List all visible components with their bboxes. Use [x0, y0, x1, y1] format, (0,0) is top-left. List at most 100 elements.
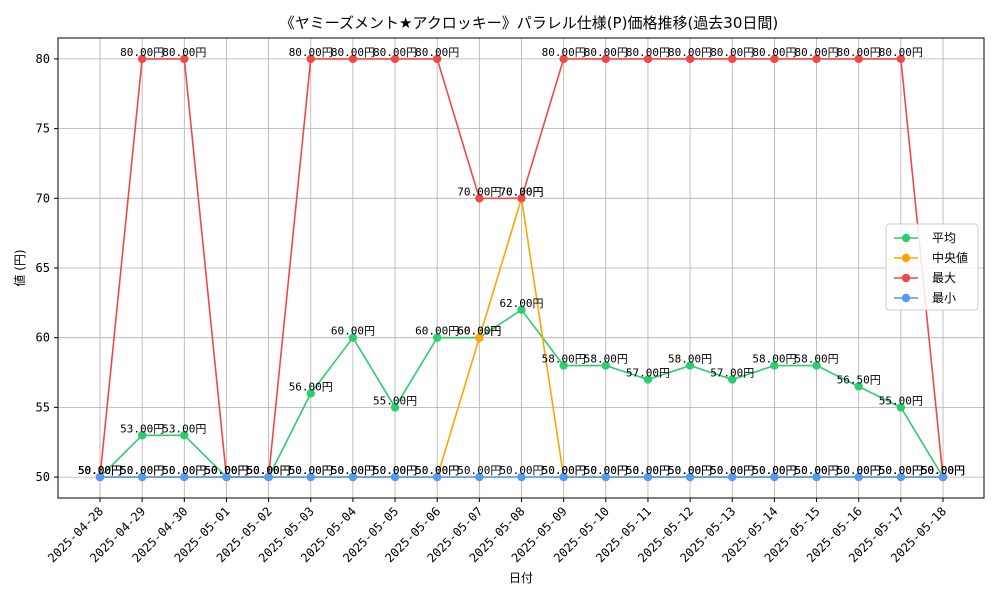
data-label-max: 70.00円 — [499, 185, 543, 198]
y-tick-label: 60 — [36, 331, 50, 345]
x-axis-ticks: 2025-04-282025-04-292025-04-302025-05-01… — [45, 498, 949, 565]
data-label-max: 80.00円 — [879, 46, 923, 59]
data-point-avg — [306, 389, 315, 398]
data-label-median: 50.00円 — [752, 464, 796, 477]
data-point-avg — [812, 361, 821, 370]
data-point-max — [770, 54, 779, 64]
data-point-avg — [348, 333, 358, 342]
data-label-min: 50.00円 — [542, 464, 586, 477]
data-label-median: 50.00円 — [120, 464, 164, 477]
data-label-median: 50.00円 — [373, 464, 417, 477]
data-label-max: 50.00円 — [247, 464, 291, 477]
data-label-max: 50.00円 — [78, 464, 122, 477]
data-point-min — [306, 472, 315, 482]
data-point-max — [601, 54, 610, 64]
data-point-max — [728, 54, 737, 64]
data-label-max: 80.00円 — [415, 46, 459, 59]
data-label-median: 50.00円 — [710, 464, 754, 477]
data-point-median — [475, 333, 484, 342]
data-label-avg: 55.00円 — [373, 394, 417, 407]
data-label-median: 50.00円 — [415, 464, 459, 477]
data-label-median: 50.00円 — [204, 464, 248, 477]
data-label-median: 50.00円 — [921, 464, 965, 477]
legend-box — [885, 223, 979, 311]
data-label-avg: 58.00円 — [584, 353, 628, 366]
data-label-median: 50.00円 — [584, 464, 628, 477]
data-label-avg: 53.00円 — [120, 422, 164, 435]
y-tick-label: 70 — [36, 191, 50, 205]
data-label-min: 50.00円 — [204, 464, 248, 477]
data-label-min: 50.00円 — [162, 464, 206, 477]
data-label-avg: 53.00円 — [162, 422, 206, 435]
y-axis-ticks: 50 55 60 65 70 75 80 — [36, 52, 58, 484]
data-label-avg: 58.00円 — [542, 353, 586, 366]
data-point-min — [475, 472, 484, 482]
data-label-max: 80.00円 — [710, 46, 754, 59]
data-point-min — [95, 472, 105, 482]
data-point-min — [938, 472, 948, 482]
data-label-median: 50.00円 — [542, 464, 586, 477]
data-point-avg — [728, 375, 737, 384]
data-point-avg — [559, 361, 568, 370]
data-label-avg: 50.00円 — [204, 464, 248, 477]
data-label-median: 50.00円 — [331, 464, 375, 477]
data-point-avg — [643, 375, 653, 384]
data-point-min — [812, 472, 821, 482]
data-point-min — [222, 472, 231, 482]
data-label-avg: 60.00円 — [415, 325, 459, 338]
data-label-median: 50.00円 — [78, 464, 122, 477]
data-point-min — [643, 472, 653, 482]
data-label-max: 70.00円 — [457, 185, 501, 198]
data-label-median: 50.00円 — [162, 464, 206, 477]
legend-marker-min — [901, 293, 911, 303]
data-label-avg: 50.00円 — [247, 464, 291, 477]
data-point-max — [517, 194, 526, 203]
data-label-avg: 56.00円 — [289, 380, 333, 393]
legend-marker-median — [901, 253, 911, 263]
data-label-min: 50.00円 — [331, 464, 375, 477]
data-label-max: 80.00円 — [626, 46, 670, 59]
data-label-avg: 60.00円 — [457, 325, 501, 338]
data-label-max: 80.00円 — [794, 46, 838, 59]
data-point-min — [685, 472, 695, 482]
data-label-avg: 62.00円 — [499, 297, 543, 310]
data-point-min — [728, 472, 737, 482]
data-label-max: 80.00円 — [373, 46, 417, 59]
data-label-median: 70.00円 — [499, 185, 543, 198]
data-point-min — [770, 472, 779, 482]
data-label-avg: 57.00円 — [626, 367, 670, 380]
data-label-avg: 58.00円 — [794, 353, 838, 366]
data-point-avg — [770, 361, 779, 370]
data-label-min: 50.00円 — [794, 464, 838, 477]
x-axis-label: 日付 — [509, 571, 533, 585]
data-point-avg — [433, 333, 442, 342]
data-point-avg — [854, 382, 863, 391]
data-label-min: 50.00円 — [752, 464, 796, 477]
y-tick-label: 80 — [36, 52, 50, 66]
data-point-avg — [517, 305, 526, 315]
data-label-avg: 58.00円 — [668, 353, 712, 366]
data-label-median: 50.00円 — [837, 464, 881, 477]
data-point-avg — [390, 403, 400, 412]
data-point-min — [433, 472, 442, 482]
data-label-avg: 50.00円 — [78, 464, 122, 477]
data-label-min: 50.00円 — [626, 464, 670, 477]
legend-marker-avg — [901, 233, 911, 243]
data-label-median: 50.00円 — [289, 464, 333, 477]
data-point-avg — [896, 403, 906, 412]
data-point-avg — [601, 361, 610, 370]
data-label-min: 50.00円 — [710, 464, 754, 477]
data-label-max: 80.00円 — [542, 46, 586, 59]
data-label-min: 50.00円 — [120, 464, 164, 477]
data-point-min — [137, 472, 147, 482]
legend-label-median: 中央値 — [932, 250, 968, 265]
data-label-min: 50.00円 — [78, 464, 122, 477]
legend-label-avg: 平均 — [932, 231, 956, 245]
data-label-max: 80.00円 — [331, 46, 375, 59]
data-point-avg — [685, 361, 695, 370]
data-point-avg — [137, 431, 147, 440]
data-point-max — [348, 54, 358, 64]
y-tick-label: 55 — [36, 400, 50, 414]
data-point-max — [896, 54, 906, 64]
